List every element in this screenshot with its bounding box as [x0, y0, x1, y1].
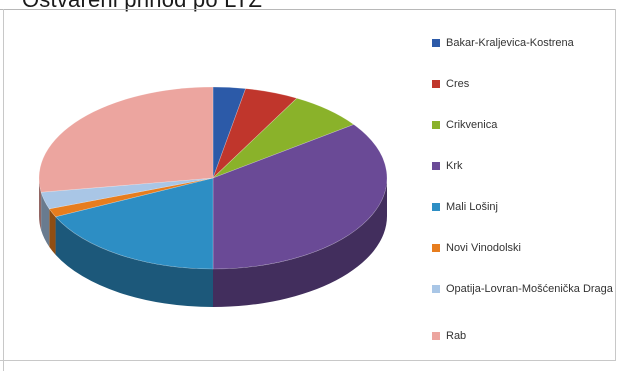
- legend-label: Crikvenica: [446, 119, 498, 131]
- legend-swatch: [432, 285, 440, 293]
- legend-label: Opatija-Lovran-Mošćenička Draga: [446, 283, 613, 295]
- legend-swatch: [432, 121, 440, 129]
- legend-swatch: [432, 39, 440, 47]
- pie-side-opatija-lovran-moscenicka-draga: [41, 192, 50, 247]
- pie-side-novi-vinodolski: [49, 208, 56, 255]
- pie-top-face: [38, 86, 388, 270]
- legend-label: Rab: [446, 330, 467, 342]
- legend-label: Cres: [446, 78, 470, 90]
- pie-slice-bakar-kraljevica-kostrena: [212, 86, 247, 179]
- legend-item-crikvenica: Crikvenica: [432, 118, 621, 132]
- chart-frame-right: [615, 9, 616, 361]
- pie-slice-rab: [38, 86, 214, 193]
- pie-side-walls: [39, 178, 387, 307]
- legend-item-opatija-lovran-moscenicka-draga: Opatija-Lovran-Mošćenička Draga: [432, 282, 621, 296]
- legend-item-krk: Krk: [432, 159, 621, 173]
- pie-slice-cres: [212, 88, 298, 179]
- pie-side-mali-losinj: [55, 216, 214, 307]
- legend-swatch: [432, 80, 440, 88]
- chart-frame-left: [3, 9, 4, 371]
- pie-slice-crikvenica: [212, 97, 355, 179]
- chart-frame-top: [0, 9, 616, 10]
- legend-swatch: [432, 332, 440, 340]
- legend-label: Mali Lošinj: [446, 201, 498, 213]
- legend-swatch: [432, 244, 440, 252]
- legend-item-bakar-kraljevica-kostrena: Bakar-Kraljevica-Kostrena: [432, 36, 621, 50]
- legend-item-cres: Cres: [432, 77, 621, 91]
- pie-side-krk: [213, 178, 387, 307]
- chart-frame-bottom: [0, 360, 616, 361]
- pie-slice-opatija-lovran-moscenicka-draga: [40, 177, 214, 210]
- legend-item-mali-losinj: Mali Lošinj: [432, 200, 621, 214]
- legend-swatch: [432, 203, 440, 211]
- legend-item-novi-vinodolski: Novi Vinodolski: [432, 241, 621, 255]
- pie-slice-novi-vinodolski: [48, 177, 214, 218]
- legend-swatch: [432, 162, 440, 170]
- pie-slice-krk: [212, 124, 388, 270]
- pie-side-rab: [39, 178, 42, 231]
- legend-label: Bakar-Kraljevica-Kostrena: [446, 37, 574, 49]
- legend-label: Krk: [446, 160, 463, 172]
- pie-slice-mali-losinj: [55, 177, 214, 270]
- legend-item-rab: Rab: [432, 329, 621, 343]
- legend-label: Novi Vinodolski: [446, 242, 522, 254]
